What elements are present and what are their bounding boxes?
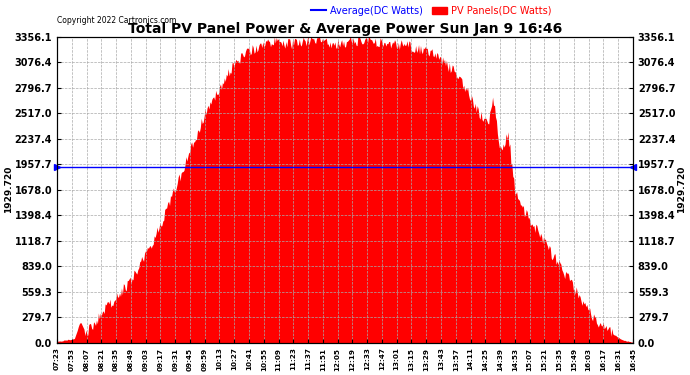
- Title: Total PV Panel Power & Average Power Sun Jan 9 16:46: Total PV Panel Power & Average Power Sun…: [128, 22, 562, 36]
- Text: Copyright 2022 Cartronics.com: Copyright 2022 Cartronics.com: [57, 16, 177, 25]
- Y-axis label: 1929.720: 1929.720: [4, 166, 13, 213]
- Legend: Average(DC Watts), PV Panels(DC Watts): Average(DC Watts), PV Panels(DC Watts): [308, 2, 555, 20]
- Y-axis label: 1929.720: 1929.720: [677, 166, 686, 213]
